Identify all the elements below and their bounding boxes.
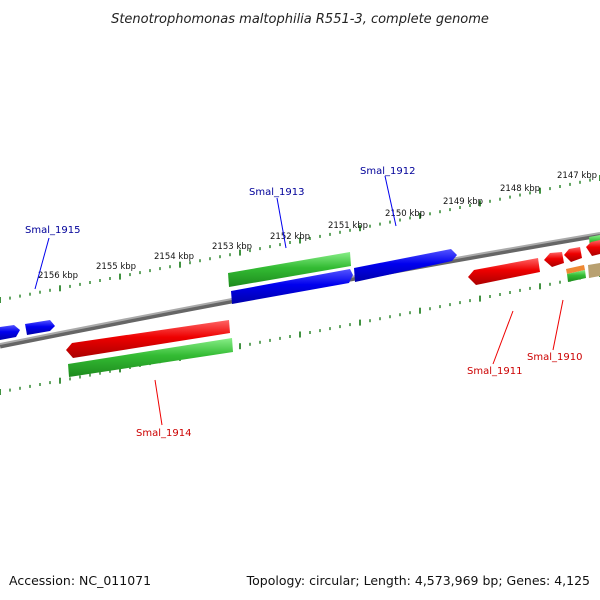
callout-line — [384, 175, 397, 227]
map-title: Stenotrophomonas maltophilia R551-3, com… — [111, 12, 489, 27]
callout-line — [492, 310, 514, 365]
gene-label-smal-1913[interactable]: Smal_1913 — [249, 187, 304, 198]
scale-label: 2152 kbp — [270, 232, 310, 242]
outer-scale-ticks — [0, 175, 600, 303]
scale-label: 2156 kbp — [38, 271, 78, 281]
gene-arrow-reverse[interactable] — [564, 247, 582, 262]
rna-feature[interactable] — [588, 263, 600, 278]
gene-label-smal-1915[interactable]: Smal_1915 — [25, 225, 80, 236]
callout-line — [154, 379, 163, 426]
gene-arrow-forward[interactable] — [0, 325, 20, 340]
scale-label: 2155 kbp — [96, 262, 136, 272]
callout-line — [34, 237, 50, 290]
callout-lines — [34, 175, 564, 426]
gene-label-smal-1911[interactable]: Smal_1911 — [467, 366, 522, 377]
genome-summary-text: Topology: circular; Length: 4,573,969 bp… — [246, 573, 590, 588]
gene-arrow-smal-1911[interactable] — [468, 258, 540, 285]
scale-label: 2148 kbp — [500, 184, 540, 194]
gene-label-smal-1910[interactable]: Smal_1910 — [527, 352, 582, 363]
gene-labels: Smal_1915 Smal_1913 Smal_1912 Smal_1914 … — [25, 166, 582, 439]
forward-genes — [0, 249, 457, 340]
callout-line — [552, 299, 564, 351]
rna-features — [68, 235, 600, 377]
gene-arrow-reverse[interactable] — [66, 320, 230, 358]
scale-label: 2154 kbp — [154, 252, 194, 262]
rna-feature[interactable] — [228, 252, 351, 287]
rna-feature[interactable] — [567, 270, 586, 282]
gene-arrow-smal-1912[interactable] — [354, 249, 457, 282]
rna-feature[interactable] — [566, 265, 585, 274]
scale-label: 2147 kbp — [557, 171, 597, 181]
callout-line — [276, 197, 287, 249]
scale-labels: 2156 kbp 2155 kbp 2154 kbp 2153 kbp 2152… — [38, 171, 597, 281]
gene-arrow-smal-1910[interactable] — [544, 252, 564, 267]
accession-text: Accession: NC_011071 — [9, 573, 152, 588]
scale-label: 2150 kbp — [385, 209, 425, 219]
gene-label-smal-1914[interactable]: Smal_1914 — [136, 428, 191, 439]
gene-arrow-smal-1915[interactable] — [25, 320, 55, 335]
gene-arrow-reverse[interactable] — [586, 240, 600, 256]
reverse-genes — [66, 240, 600, 358]
gene-arrow-smal-1913[interactable] — [231, 269, 353, 304]
gene-label-smal-1912[interactable]: Smal_1912 — [360, 166, 415, 177]
scale-label: 2149 kbp — [443, 197, 483, 207]
rna-feature[interactable] — [68, 338, 233, 377]
scale-label: 2151 kbp — [328, 221, 368, 231]
scale-label: 2153 kbp — [212, 242, 252, 252]
